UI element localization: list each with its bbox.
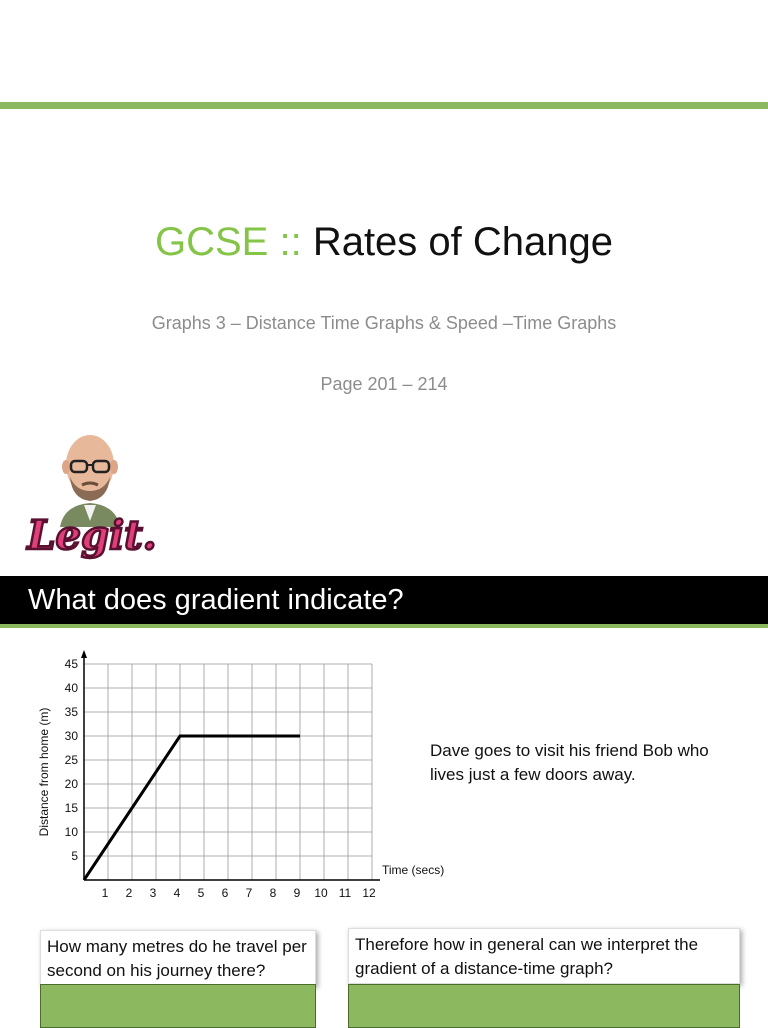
legit-logo: Legit.	[25, 435, 158, 560]
header-accent-line	[0, 624, 768, 628]
scenario-description: Dave goes to visit his friend Bob who li…	[430, 741, 709, 784]
y-axis-label: Distance from home (m)	[37, 708, 51, 837]
slide-heading: What does gradient indicate?	[28, 584, 404, 616]
page-range: Page 201 – 214	[320, 374, 448, 394]
graph-series	[82, 734, 300, 881]
x-tick-label: 5	[198, 886, 205, 900]
y-axis-arrow	[81, 650, 87, 658]
title-slide: GCSE :: Rates of Change Graphs 3 – Dista…	[0, 102, 768, 561]
x-tick-label: 9	[294, 886, 301, 900]
x-tick-label: 7	[246, 886, 253, 900]
slide-title: GCSE :: Rates of Change	[0, 220, 768, 265]
y-tick-label: 20	[65, 777, 79, 791]
x-tick-label: 4	[174, 886, 181, 900]
logo-text: Legit.	[26, 512, 156, 559]
x-axis-label: Time (secs)	[382, 863, 444, 877]
y-tick-label: 10	[65, 825, 79, 839]
y-tick-label: 35	[65, 705, 79, 719]
title-main: Rates of Change	[312, 220, 614, 264]
x-tick-label: 3	[150, 886, 157, 900]
top-accent-bar	[0, 102, 768, 109]
question-box-2: Therefore how in general can we interpre…	[348, 928, 740, 984]
y-tick-label: 15	[65, 801, 79, 815]
y-tick-label: 25	[65, 753, 79, 767]
x-tick-label: 10	[314, 886, 328, 900]
answer-box-1[interactable]	[40, 984, 316, 1028]
x-tick-label: 1	[102, 886, 109, 900]
y-tick-label: 5	[71, 849, 78, 863]
question-box-1: How many metres do he travel per second …	[40, 930, 316, 986]
gradient-slide: What does gradient indicate? 1 2 3 4 5 6 7 8 9 10…	[0, 574, 768, 1028]
slide-subtitle: Graphs 3 – Distance Time Graphs & Speed …	[151, 313, 617, 333]
y-tick-label: 30	[65, 729, 79, 743]
x-tick-label: 2	[126, 886, 133, 900]
title-prefix: GCSE ::	[154, 220, 302, 264]
x-tick-label: 11	[339, 886, 352, 900]
slide-header-bar: What does gradient indicate?	[0, 576, 768, 624]
x-tick-label: 6	[222, 886, 229, 900]
graph-axes	[81, 650, 380, 881]
graph-grid	[84, 663, 373, 880]
x-tick-label: 8	[270, 886, 277, 900]
answer-box-2[interactable]	[348, 984, 740, 1028]
y-tick-label: 40	[65, 681, 79, 695]
x-tick-label: 12	[362, 886, 376, 900]
y-tick-label: 45	[65, 657, 79, 671]
series-line	[82, 734, 300, 881]
